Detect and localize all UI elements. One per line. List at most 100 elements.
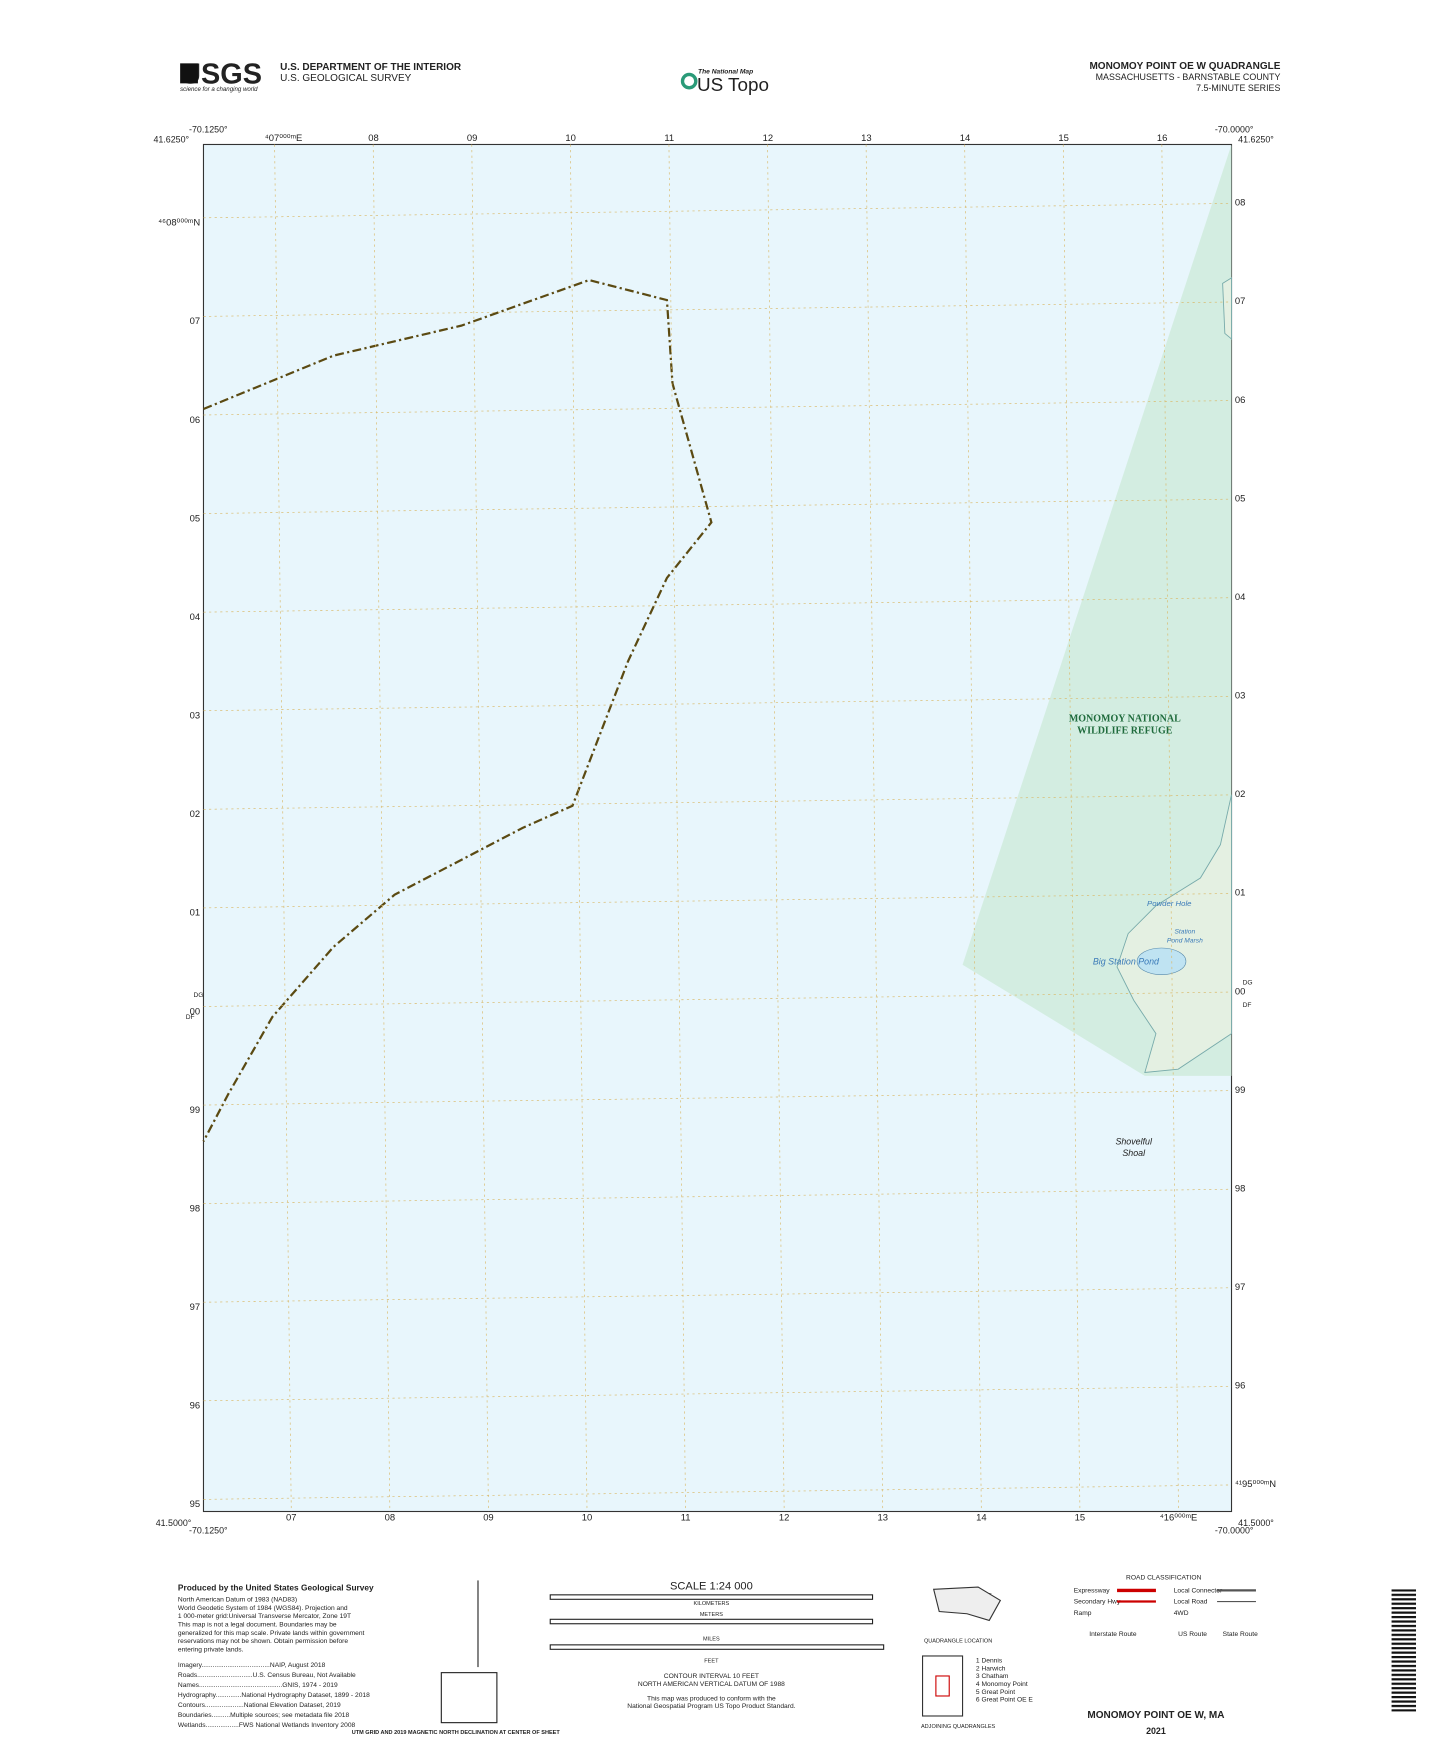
roads-title: ROAD CLASSIFICATION xyxy=(1126,1574,1202,1581)
us-topo: US Topo xyxy=(697,75,769,96)
grid-label: 08 xyxy=(1235,198,1246,209)
grid-label: 98 xyxy=(190,1203,201,1214)
grid-label: 13 xyxy=(861,133,872,144)
corner-coord: 41.6250° xyxy=(153,134,189,144)
road-legend: US Route xyxy=(1178,1631,1207,1638)
corner-coord: 41.6250° xyxy=(1238,134,1274,144)
marsh-label: Station xyxy=(1174,929,1195,936)
adjoining-item: 3 Chatham xyxy=(976,1673,1009,1680)
grid-label: ⁴07⁰⁰⁰ᵐE xyxy=(265,133,303,144)
grid-label: 01 xyxy=(190,908,201,919)
grid-label: 04 xyxy=(1235,592,1246,603)
grid-label: 14 xyxy=(976,1512,986,1523)
grid-label: 07 xyxy=(190,316,201,327)
location-label: QUADRANGLE LOCATION xyxy=(924,1639,992,1645)
scale-unit: METERS xyxy=(700,1612,723,1618)
source-note: Contours.....................National El… xyxy=(178,1702,341,1709)
quad-subtitle: MASSACHUSETTS - BARNSTABLE COUNTY xyxy=(1096,72,1281,82)
water-label: Big Station Pond xyxy=(1093,957,1160,967)
grid-line xyxy=(203,597,1232,613)
grid-line xyxy=(203,301,1232,317)
grid-line xyxy=(668,144,686,1512)
scale-unit: MILES xyxy=(703,1636,720,1642)
adjoining-item: 1 Dennis xyxy=(976,1658,1003,1665)
grid-label: 02 xyxy=(1235,789,1246,800)
grid-line xyxy=(865,144,884,1512)
grid-label: 12 xyxy=(779,1512,789,1523)
grid-label: 96 xyxy=(1235,1381,1246,1392)
grid-line xyxy=(203,498,1232,514)
grid-label: 14 xyxy=(960,133,971,144)
datum-note: reservations may not be shown. Obtain pe… xyxy=(178,1638,348,1645)
grid-line xyxy=(203,991,1232,1007)
grid-label: 10 xyxy=(565,133,575,144)
grid-label: 05 xyxy=(190,513,201,524)
source-note: Names...................................… xyxy=(178,1682,338,1689)
grid-label: 12 xyxy=(763,133,773,144)
grid-label: 97 xyxy=(1235,1282,1246,1293)
grid-label: 07 xyxy=(286,1512,297,1523)
contour-note: NORTH AMERICAN VERTICAL DATUM OF 1988 xyxy=(638,1681,785,1688)
quad-series: 7.5-MINUTE SERIES xyxy=(1196,83,1280,93)
shoal-label: Shoal xyxy=(1122,1148,1146,1158)
declination-label: DG xyxy=(1243,980,1253,987)
island-north xyxy=(1222,277,1232,340)
corner-coord: -70.1250° xyxy=(189,1526,228,1536)
grid-line xyxy=(203,1188,1232,1204)
state-outline xyxy=(932,1586,1002,1622)
scale-unit: FEET xyxy=(704,1659,719,1665)
map-year: 2021 xyxy=(1146,1726,1166,1736)
grid-line xyxy=(1062,144,1081,1512)
grid-label: 15 xyxy=(1058,133,1069,144)
grid-label: 05 xyxy=(1235,493,1246,504)
grid-line xyxy=(471,144,489,1512)
grid-label: 97 xyxy=(190,1302,201,1313)
topo-logo xyxy=(680,72,698,90)
quad-title: MONOMOY POINT OE W QUADRANGLE xyxy=(1089,61,1280,72)
grid-label: 11 xyxy=(681,1512,691,1523)
grid-line xyxy=(203,1386,1232,1402)
grid-label: 98 xyxy=(1235,1183,1246,1194)
grid-label: 96 xyxy=(190,1401,201,1412)
grid-line xyxy=(1161,144,1179,1512)
road-legend: Local Road xyxy=(1174,1599,1208,1606)
grid-label: 08 xyxy=(368,133,379,144)
grid-label: 01 xyxy=(1235,888,1246,899)
source-note: Hydrography..............National Hydrog… xyxy=(178,1692,370,1699)
datum-note: entering private lands. xyxy=(178,1647,244,1654)
conform-note: National Geospatial Program US Topo Prod… xyxy=(627,1703,795,1710)
grid-line xyxy=(767,144,785,1512)
source-note: Roads..............................U.S. … xyxy=(178,1672,356,1679)
datum-note: generalized for this map scale. Private … xyxy=(178,1630,365,1637)
datum-note: World Geodetic System of 1984 (WGS84). P… xyxy=(178,1605,348,1612)
conform-note: This map was produced to conform with th… xyxy=(647,1695,776,1702)
declination-note: UTM GRID AND 2019 MAGNETIC NORTH DECLINA… xyxy=(352,1730,561,1736)
boundary-line xyxy=(202,278,713,1142)
grid-label: 08 xyxy=(385,1512,396,1523)
grid-label: 15 xyxy=(1075,1512,1085,1523)
logo-tagline: science for a changing world xyxy=(180,86,258,93)
grid-line xyxy=(203,893,1232,909)
road-legend: Local Connector xyxy=(1174,1588,1223,1595)
grid-line xyxy=(570,144,588,1512)
grid-label: 16 xyxy=(1157,133,1168,144)
grid-label: 00 xyxy=(190,1006,201,1017)
grid-line xyxy=(203,1484,1232,1500)
grid-label: 03 xyxy=(190,711,201,722)
grid-line xyxy=(372,144,391,1512)
grid-line xyxy=(964,144,982,1512)
grid-line xyxy=(203,1090,1232,1106)
adjoining-item: 2 Harwich xyxy=(976,1665,1006,1672)
corner-coord: 41.5000° xyxy=(1238,1518,1274,1528)
corner-coord: -70.0000° xyxy=(1215,124,1254,134)
corner-coord: -70.0000° xyxy=(1215,1526,1254,1536)
grid-line xyxy=(274,144,292,1512)
grid-label: 07 xyxy=(1235,296,1246,307)
road-legend: 4WD xyxy=(1174,1610,1189,1617)
datum-note: North American Datum of 1983 (NAD83) xyxy=(178,1597,297,1604)
scale-bar xyxy=(549,1594,874,1600)
declination-label: DF xyxy=(186,1014,195,1021)
water-label: Powder Hole xyxy=(1147,899,1192,908)
grid-line xyxy=(203,794,1232,810)
adjoining-title: ADJOINING QUADRANGLES xyxy=(921,1724,996,1730)
